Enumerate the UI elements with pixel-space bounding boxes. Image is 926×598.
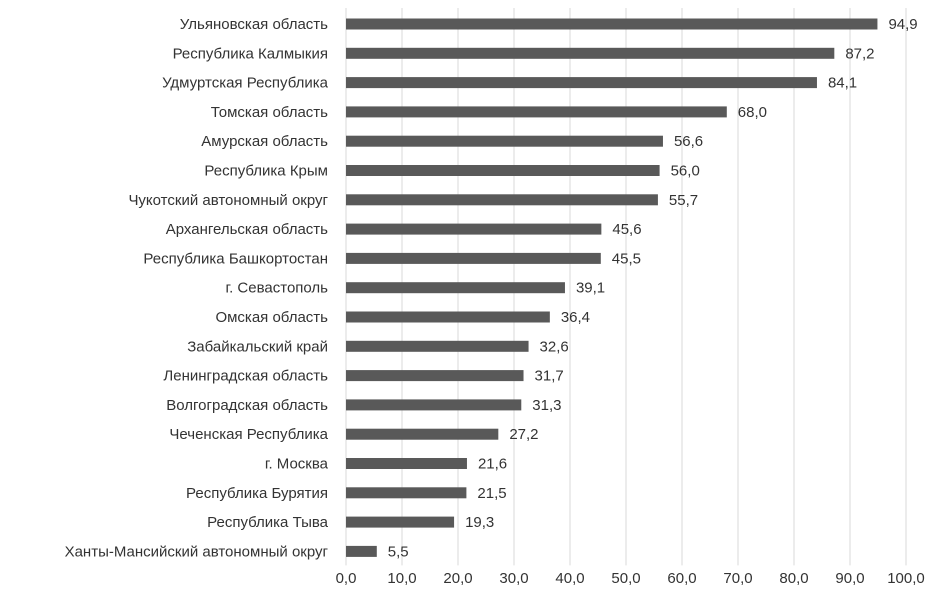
category-label: Забайкальский край (187, 338, 328, 355)
x-tick-label: 40,0 (555, 570, 584, 587)
bar (346, 282, 565, 294)
value-label: 36,4 (561, 309, 590, 326)
category-label: Амурская область (201, 133, 328, 150)
value-label: 87,2 (845, 45, 874, 62)
bar (346, 340, 529, 352)
category-labels: Ульяновская область Республика Калмыкия Уд… (65, 16, 329, 560)
value-label: 94,9 (888, 16, 917, 33)
x-tick-label: 30,0 (499, 570, 528, 587)
bar (346, 77, 817, 89)
value-label: 56,6 (674, 133, 703, 150)
bars (346, 18, 878, 557)
x-tick-label: 100,0 (887, 570, 925, 587)
grid-lines (345, 8, 907, 566)
x-tick-label: 90,0 (835, 570, 864, 587)
bar (346, 47, 835, 59)
bar (346, 311, 550, 323)
category-label: Ульяновская область (180, 16, 328, 33)
category-label: Ленинградская область (163, 368, 328, 385)
bar (346, 545, 377, 557)
value-label: 27,2 (509, 426, 538, 443)
bar (346, 516, 455, 528)
bar (346, 135, 663, 147)
category-label: Чукотский автономный округ (128, 192, 328, 209)
category-label: Омская область (215, 309, 328, 326)
category-label: Волгоградская область (166, 397, 328, 414)
value-label: 5,5 (388, 543, 409, 560)
bar (346, 223, 602, 235)
category-label: Республика Бурятия (186, 485, 328, 502)
category-label: Архангельская область (166, 221, 328, 238)
category-label: Томская область (211, 104, 328, 121)
category-label: Ханты-Мансийский автономный округ (65, 543, 329, 560)
value-label: 45,6 (612, 221, 641, 238)
value-label: 31,7 (535, 368, 564, 385)
category-label: г. Севастополь (225, 280, 328, 297)
category-label: Республика Башкортостан (143, 250, 328, 267)
value-label: 32,6 (540, 338, 569, 355)
bar (346, 252, 601, 264)
bar (346, 165, 660, 176)
category-label: Республика Крым (204, 163, 328, 180)
bar (346, 428, 499, 440)
category-label: Республика Калмыкия (173, 45, 328, 62)
category-label: Чеченская Республика (169, 426, 328, 443)
value-label: 55,7 (669, 192, 698, 209)
bar (346, 106, 727, 118)
category-label: Республика Тыва (207, 514, 329, 531)
bar (346, 370, 524, 382)
x-tick-label: 20,0 (443, 570, 472, 587)
value-label: 68,0 (738, 104, 767, 121)
bar (346, 194, 658, 206)
x-tick-label: 60,0 (667, 570, 696, 587)
x-tick-label: 10,0 (387, 570, 416, 587)
bar (346, 487, 467, 499)
x-axis-ticks: 0,0 10,0 20,0 30,0 40,0 50,0 60,0 70,0 80,0 90,0 1… (336, 570, 925, 587)
bar (346, 458, 467, 469)
value-label: 19,3 (465, 514, 494, 531)
bar (346, 18, 878, 30)
x-tick-label: 70,0 (723, 570, 752, 587)
value-labels: 94,9 87,2 84,1 68,0 56,6 56,0 55,7 45,6 45,5 39,1… (388, 16, 918, 560)
value-label: 21,6 (478, 456, 507, 473)
category-label: г. Москва (265, 456, 329, 473)
value-label: 39,1 (576, 280, 605, 297)
bar (346, 399, 522, 411)
value-label: 31,3 (532, 397, 561, 414)
x-tick-label: 0,0 (336, 570, 357, 587)
value-label: 21,5 (477, 485, 506, 502)
value-label: 45,5 (612, 250, 641, 267)
value-label: 84,1 (828, 75, 857, 92)
category-label: Удмуртская Республика (162, 75, 329, 92)
value-label: 56,0 (671, 163, 700, 180)
x-tick-label: 50,0 (611, 570, 640, 587)
x-tick-label: 80,0 (779, 570, 808, 587)
